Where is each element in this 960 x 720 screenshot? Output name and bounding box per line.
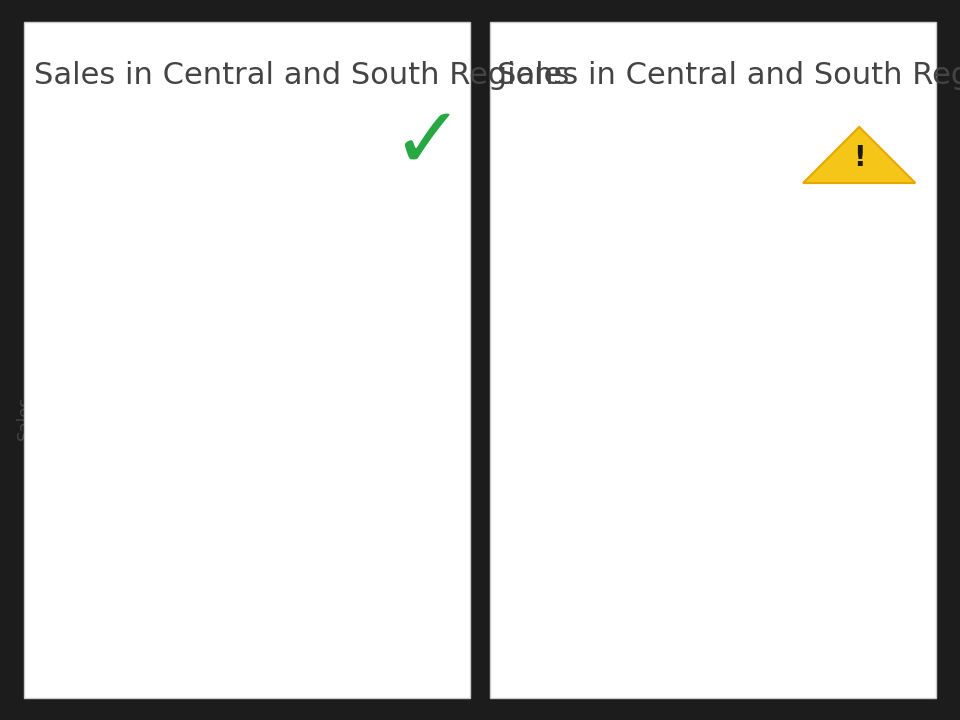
Text: Sales in Central and South Regions: Sales in Central and South Regions xyxy=(497,61,960,90)
Y-axis label: Sales: Sales xyxy=(16,395,34,440)
Y-axis label: Sales: Sales xyxy=(492,395,509,440)
Text: ✓: ✓ xyxy=(391,102,464,186)
Bar xyxy=(783,630,862,720)
Bar xyxy=(151,243,229,634)
Bar xyxy=(626,245,705,720)
Bar xyxy=(308,332,387,634)
Text: !: ! xyxy=(852,145,866,172)
X-axis label: Region: Region xyxy=(236,174,301,192)
X-axis label: Region: Region xyxy=(711,174,777,192)
Text: Sales in Central and South Regions: Sales in Central and South Regions xyxy=(34,61,569,90)
